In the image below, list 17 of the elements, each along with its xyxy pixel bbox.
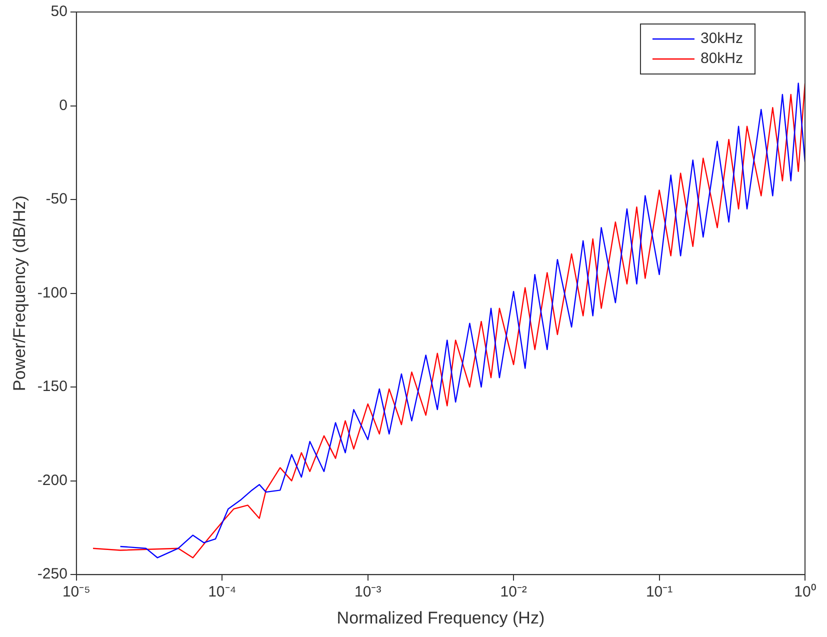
- x-tick-label: 10⁻³: [354, 584, 382, 601]
- y-tick-label: -150: [37, 378, 68, 396]
- x-tick-label: 10⁰: [794, 584, 816, 601]
- x-tick-label: 10⁻⁴: [208, 584, 236, 601]
- legend-label: 30kHz: [700, 30, 744, 48]
- x-axis-title: Normalized Frequency (Hz): [336, 608, 545, 628]
- x-tick-label: 10⁻⁵: [62, 584, 90, 601]
- y-tick-label: -200: [37, 472, 68, 489]
- y-tick-label: 0: [59, 96, 68, 114]
- x-tick-label: 10⁻²: [500, 584, 527, 601]
- y-tick-label: -50: [46, 190, 68, 208]
- y-tick-label: 50: [50, 3, 68, 20]
- y-axis-title: Power/Frequency (dB/Hz): [10, 196, 29, 392]
- x-tick-label: 10⁻¹: [646, 584, 673, 601]
- legend-label: 80kHz: [700, 50, 744, 68]
- y-tick-label: -250: [37, 566, 68, 583]
- y-tick-label: -100: [37, 284, 68, 302]
